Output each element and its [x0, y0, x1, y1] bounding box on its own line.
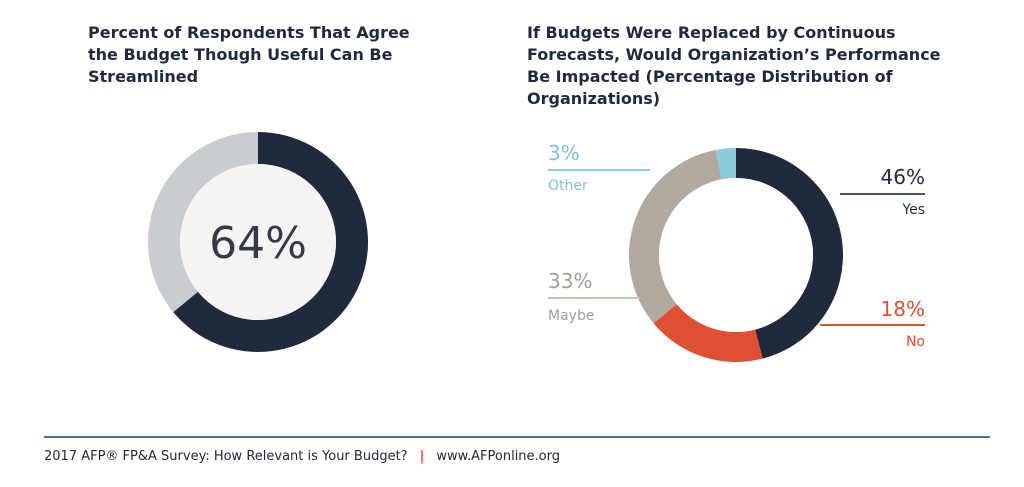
donut-right-slice-yes [736, 148, 843, 359]
charts-canvas: 64% 46% Yes 18% No 33% Maybe 3% Other [148, 132, 925, 363]
callout-label-yes: Yes [901, 202, 925, 218]
callout-label-other: Other [548, 178, 588, 194]
callout-value-maybe: 33% [548, 269, 592, 293]
footer-url-link[interactable]: www.AFPonline.org [436, 449, 561, 464]
donut-right-slice-no [653, 304, 763, 363]
footer: 2017 AFP® FP&A Survey: How Relevant is Y… [44, 449, 560, 464]
chart-title-right: If Budgets Were Replaced by Continuous F… [527, 23, 941, 108]
donut-left-center-label: 64% [209, 218, 307, 269]
footer-survey-text: 2017 AFP® FP&A Survey: How Relevant is Y… [44, 449, 408, 464]
donut-left-slice-slice-0 [173, 132, 368, 352]
chart-title-left: Percent of Respondents That Agree the Bu… [88, 23, 410, 86]
callout-value-other: 3% [548, 141, 580, 165]
callout-label-no: No [906, 334, 925, 350]
donut-left-slice-slice-1 [148, 132, 258, 313]
callout-label-maybe: Maybe [548, 308, 594, 324]
callout-value-no: 18% [881, 297, 925, 321]
callout-value-yes: 46% [881, 165, 925, 189]
footer-separator: | [419, 449, 425, 464]
donut-right-hole [659, 178, 813, 332]
donut-right-slice-other [715, 148, 736, 180]
footer-divider [44, 436, 990, 438]
donut-left-hole [180, 164, 336, 320]
donut-right-slice-maybe [628, 149, 722, 324]
